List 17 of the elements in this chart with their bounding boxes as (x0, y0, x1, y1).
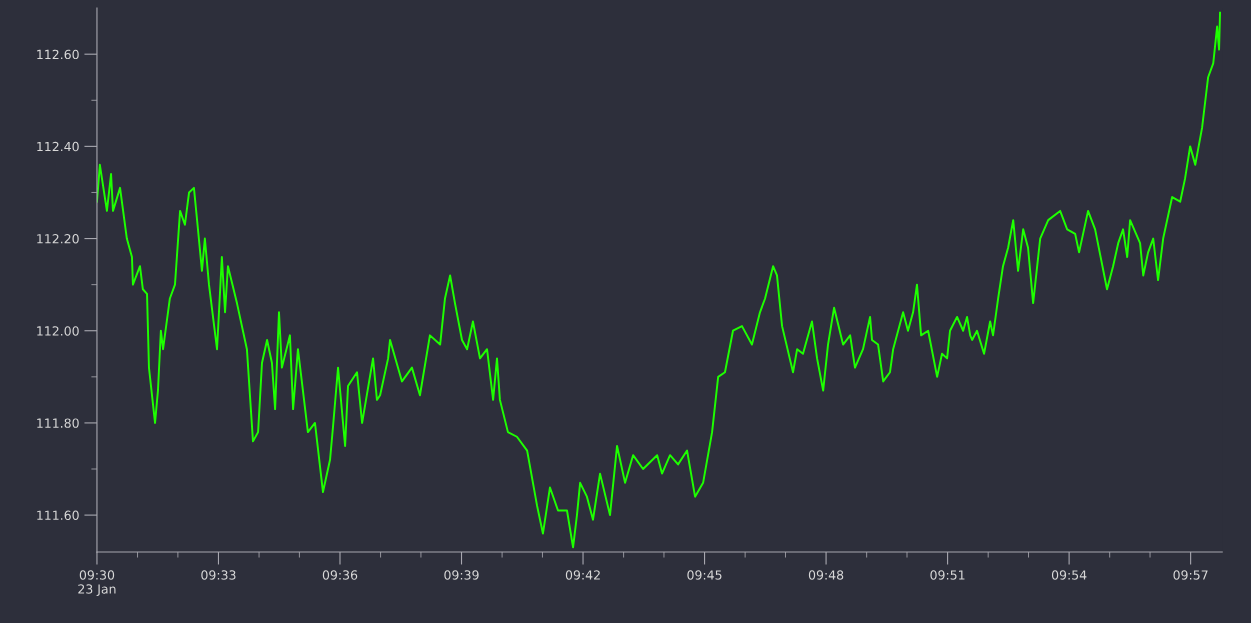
x-tick-label: 09:45 (687, 570, 722, 580)
x-tick-label: 09:54 (1051, 570, 1087, 580)
x-tick-label: 09:57 (1173, 570, 1208, 580)
x-tick-label: 09:33 (201, 570, 236, 580)
x-tick-label: 09:51 (930, 570, 965, 580)
x-tick-label: 09:30 23 Jan (78, 570, 116, 597)
x-tick-label: 09:42 (565, 570, 600, 580)
y-tick-label: 112.20 (37, 234, 79, 244)
y-tick-label: 112.60 (37, 49, 79, 60)
x-tick-label: 09:39 (444, 570, 479, 580)
y-tick-label: 111.80 (37, 418, 79, 428)
y-tick-label: 111.60 (37, 510, 79, 521)
y-tick-label: 112.00 (37, 326, 79, 336)
line-series (96, 11, 1222, 549)
x-tick-label: 09:36 (322, 570, 358, 580)
x-tick-label: 09:48 (808, 570, 844, 580)
y-tick-label: 112.40 (37, 141, 79, 152)
